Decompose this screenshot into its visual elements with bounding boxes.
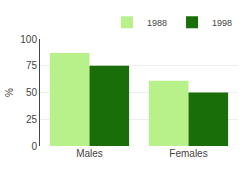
svg-text:Females: Females [169,148,207,159]
svg-text:25: 25 [26,114,38,125]
svg-text:75: 75 [26,60,38,71]
svg-text:%: % [4,88,15,97]
svg-text:100: 100 [20,34,37,45]
svg-text:0: 0 [31,141,37,152]
svg-text:50: 50 [26,87,38,98]
svg-text:Males: Males [76,148,103,159]
svg-text:1998: 1998 [212,18,232,28]
svg-text:1988: 1988 [147,18,167,28]
